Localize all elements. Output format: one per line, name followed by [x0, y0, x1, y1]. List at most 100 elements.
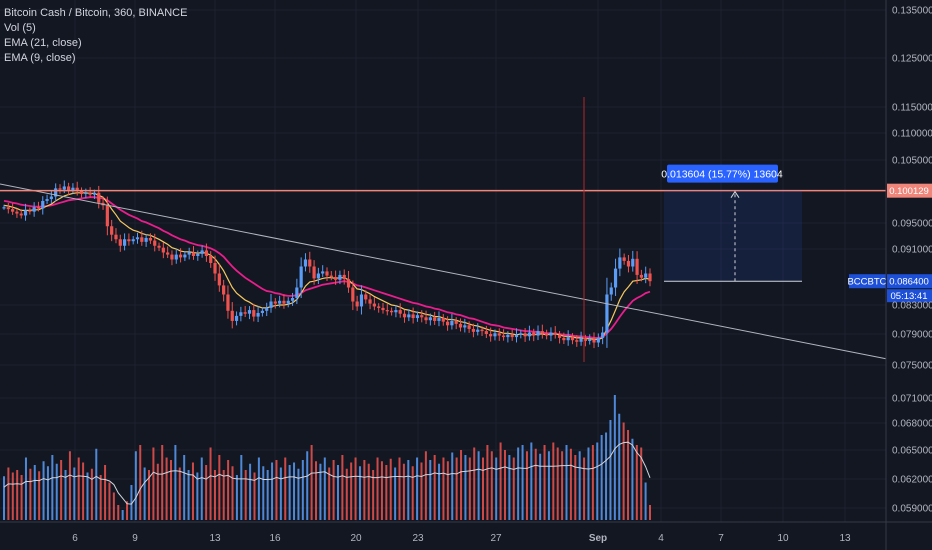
- candle-body[interactable]: [545, 333, 549, 336]
- candle-body[interactable]: [433, 317, 437, 321]
- candle-body[interactable]: [428, 317, 432, 321]
- candle-body[interactable]: [402, 313, 407, 318]
- candle-body[interactable]: [135, 237, 140, 240]
- candle-body[interactable]: [230, 310, 234, 321]
- measure-box[interactable]: [664, 190, 802, 282]
- candle-body[interactable]: [377, 306, 381, 308]
- candle-body[interactable]: [385, 310, 389, 312]
- candle-body[interactable]: [648, 273, 652, 282]
- candle-body[interactable]: [523, 333, 527, 337]
- candle-body[interactable]: [105, 205, 109, 227]
- candle-body[interactable]: [312, 266, 316, 279]
- candle-body[interactable]: [88, 192, 92, 195]
- candle-body[interactable]: [381, 307, 385, 311]
- candle-body[interactable]: [222, 285, 226, 295]
- candle-body[interactable]: [6, 207, 10, 210]
- candle-body[interactable]: [260, 310, 264, 313]
- candle-body[interactable]: [527, 332, 532, 337]
- candle-body[interactable]: [579, 338, 583, 342]
- candle-body[interactable]: [11, 209, 15, 212]
- candle-body[interactable]: [411, 314, 415, 319]
- candle-body[interactable]: [114, 234, 118, 240]
- candle-body[interactable]: [364, 294, 368, 300]
- candle-body[interactable]: [570, 337, 575, 341]
- candle-body[interactable]: [355, 301, 359, 307]
- candle-body[interactable]: [97, 192, 101, 203]
- candle-body[interactable]: [540, 331, 544, 334]
- chart-legend[interactable]: Bitcoin Cash / Bitcoin, 360, BINANCE Vol…: [4, 6, 187, 66]
- candle-body[interactable]: [635, 258, 639, 275]
- candle-body[interactable]: [290, 298, 295, 301]
- candle-body[interactable]: [592, 339, 596, 343]
- candle-body[interactable]: [601, 332, 605, 338]
- candle-body[interactable]: [178, 254, 183, 258]
- volume-indicator-label[interactable]: Vol (5): [4, 22, 36, 34]
- candle-body[interactable]: [278, 300, 282, 304]
- candle-body[interactable]: [166, 252, 170, 255]
- candle-body[interactable]: [596, 337, 600, 343]
- candle-body[interactable]: [265, 307, 269, 311]
- candle-body[interactable]: [325, 271, 329, 276]
- candle-body[interactable]: [79, 190, 84, 195]
- candle-body[interactable]: [372, 303, 376, 307]
- candle-body[interactable]: [532, 332, 536, 336]
- candle-body[interactable]: [54, 188, 58, 197]
- candle-body[interactable]: [321, 271, 325, 274]
- candle-body[interactable]: [390, 310, 394, 313]
- candle-body[interactable]: [247, 310, 252, 314]
- candle-body[interactable]: [45, 199, 49, 201]
- candle-body[interactable]: [303, 259, 308, 267]
- candle-body[interactable]: [308, 259, 312, 267]
- ema21-indicator-label[interactable]: EMA (21, close): [4, 37, 82, 49]
- candle-body[interactable]: [329, 275, 333, 277]
- candle-body[interactable]: [501, 335, 506, 338]
- candle-body[interactable]: [118, 239, 122, 246]
- candle-body[interactable]: [510, 334, 514, 338]
- candle-body[interactable]: [476, 329, 480, 332]
- candle-body[interactable]: [346, 279, 351, 288]
- candle-body[interactable]: [92, 192, 97, 195]
- candle-body[interactable]: [200, 250, 204, 254]
- candle-body[interactable]: [148, 237, 153, 241]
- candle-body[interactable]: [424, 317, 428, 321]
- candle-body[interactable]: [471, 328, 476, 332]
- candle-body[interactable]: [334, 277, 338, 280]
- candle-body[interactable]: [58, 188, 62, 190]
- candle-body[interactable]: [566, 337, 570, 341]
- candle-body[interactable]: [62, 186, 66, 190]
- candle-body[interactable]: [454, 320, 458, 324]
- candle-body[interactable]: [213, 263, 217, 274]
- symbol-badge[interactable]: [849, 274, 886, 289]
- candle-body[interactable]: [49, 196, 53, 200]
- candle-body[interactable]: [519, 333, 523, 335]
- candle-body[interactable]: [420, 315, 424, 318]
- candle-body[interactable]: [131, 239, 135, 242]
- candle-body[interactable]: [626, 260, 631, 267]
- candle-body[interactable]: [286, 300, 290, 304]
- candle-body[interactable]: [458, 323, 463, 328]
- candle-body[interactable]: [295, 287, 299, 299]
- candles[interactable]: [2, 180, 652, 349]
- candle-body[interactable]: [622, 257, 626, 261]
- candle-body[interactable]: [437, 318, 441, 321]
- candle-body[interactable]: [256, 312, 260, 317]
- candle-body[interactable]: [170, 254, 174, 260]
- candle-body[interactable]: [553, 332, 557, 335]
- candle-body[interactable]: [269, 301, 273, 308]
- candle-body[interactable]: [342, 274, 346, 280]
- candle-body[interactable]: [32, 207, 36, 212]
- candle-body[interactable]: [41, 200, 45, 209]
- candle-body[interactable]: [157, 245, 161, 248]
- candle-body[interactable]: [153, 240, 157, 246]
- candle-body[interactable]: [368, 299, 372, 304]
- candle-body[interactable]: [71, 187, 75, 191]
- candle-body[interactable]: [36, 207, 41, 209]
- candle-body[interactable]: [191, 252, 196, 257]
- candle-body[interactable]: [15, 211, 19, 214]
- candle-body[interactable]: [480, 329, 484, 332]
- ema9-indicator-label[interactable]: EMA (9, close): [4, 52, 76, 64]
- candle-body[interactable]: [75, 187, 79, 191]
- candle-body[interactable]: [415, 315, 420, 319]
